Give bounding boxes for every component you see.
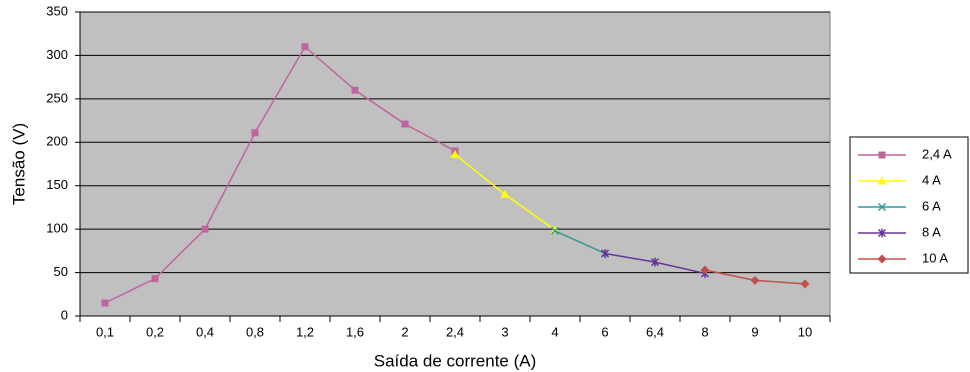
legend-marker bbox=[877, 228, 887, 238]
legend-label: 6 A bbox=[922, 198, 941, 213]
legend-label: 8 A bbox=[922, 224, 941, 239]
series-line bbox=[554, 230, 606, 255]
series-line bbox=[104, 45, 456, 304]
x-tick-label: 0,1 bbox=[96, 324, 114, 339]
data-point bbox=[151, 275, 159, 283]
data-point bbox=[750, 275, 760, 285]
legend-label: 10 A bbox=[922, 250, 948, 265]
data-point bbox=[351, 86, 359, 94]
x-tick-label: 2,4 bbox=[446, 324, 464, 339]
y-tick-label: 350 bbox=[46, 3, 68, 18]
data-point bbox=[500, 189, 510, 198]
plot-area bbox=[79, 11, 831, 317]
y-tick-label: 0 bbox=[61, 307, 68, 322]
x-tick-label: 2 bbox=[401, 324, 408, 339]
x-tick-label: 1,6 bbox=[346, 324, 364, 339]
data-point bbox=[450, 149, 460, 158]
x-axis-label: Saída de corrente (A) bbox=[374, 351, 537, 370]
data-point bbox=[700, 265, 710, 275]
x-tick-label: 6 bbox=[601, 324, 608, 339]
y-tick-label: 200 bbox=[46, 134, 68, 149]
x-tick-label: 10 bbox=[798, 324, 812, 339]
legend-marker bbox=[877, 254, 887, 264]
data-point bbox=[650, 257, 660, 267]
x-tick-label: 9 bbox=[751, 324, 758, 339]
y-tick-label: 50 bbox=[54, 264, 68, 279]
data-point bbox=[800, 279, 810, 289]
x-tick-label: 0,2 bbox=[146, 324, 164, 339]
legend-marker bbox=[877, 176, 887, 185]
y-tick-label: 100 bbox=[46, 221, 68, 236]
data-point bbox=[251, 129, 259, 137]
x-tick-label: 0,4 bbox=[196, 324, 214, 339]
legend bbox=[849, 136, 969, 274]
x-tick-label: 1,2 bbox=[296, 324, 314, 339]
data-point bbox=[301, 43, 309, 51]
data-point bbox=[600, 248, 610, 258]
x-tick-label: 4 bbox=[551, 324, 558, 339]
x-tick-label: 3 bbox=[501, 324, 508, 339]
legend-marker bbox=[878, 151, 886, 159]
x-tick-label: 8 bbox=[701, 324, 708, 339]
y-tick-label: 300 bbox=[46, 47, 68, 62]
legend-label: 4 A bbox=[922, 172, 941, 187]
data-point bbox=[401, 120, 409, 128]
data-point bbox=[550, 226, 560, 235]
data-point bbox=[201, 225, 209, 233]
x-tick-label: 6,4 bbox=[646, 324, 664, 339]
legend-marker bbox=[877, 202, 887, 212]
y-axis-label: Tensão (V) bbox=[9, 123, 28, 205]
x-tick-label: 0,8 bbox=[246, 324, 264, 339]
data-point bbox=[101, 299, 109, 307]
legend-label: 2,4 A bbox=[922, 146, 952, 161]
y-tick-label: 150 bbox=[46, 177, 68, 192]
y-tick-label: 250 bbox=[46, 90, 68, 105]
